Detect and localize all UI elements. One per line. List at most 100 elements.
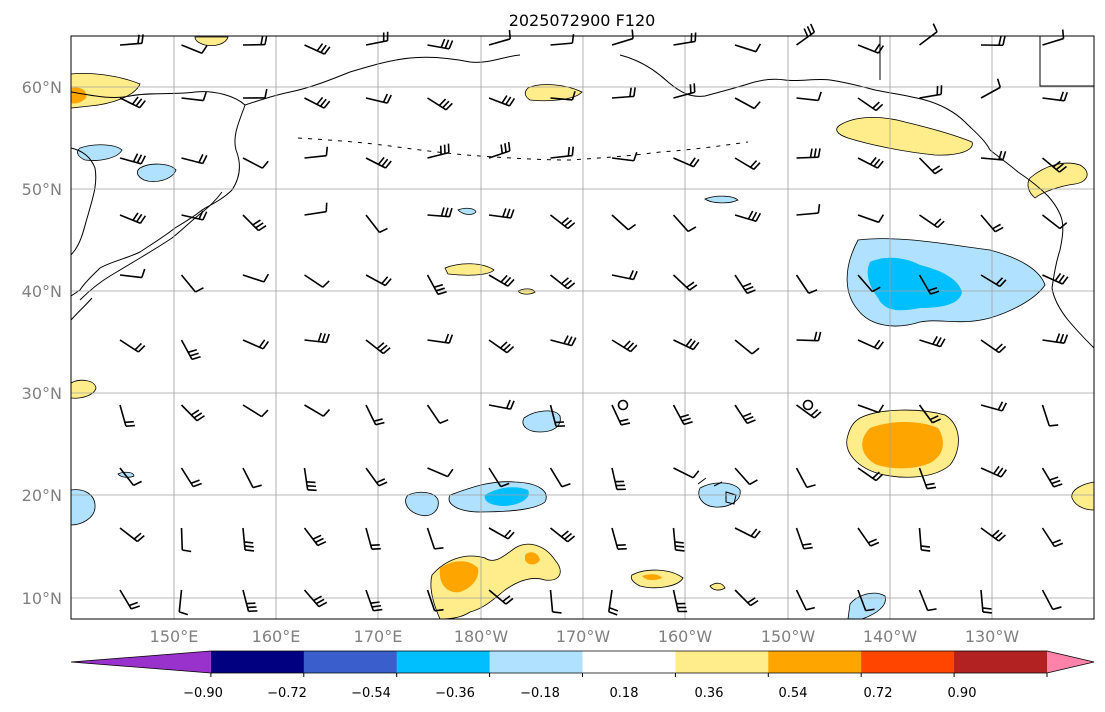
wind-barb-feather <box>316 43 324 52</box>
wind-barb-feather <box>806 484 816 489</box>
wind-barb <box>180 527 184 551</box>
wind-barb-feather <box>932 23 938 33</box>
lon-label-140w: 140°W <box>863 627 918 646</box>
wind-barb-feather <box>201 45 208 54</box>
wind-barb-feather <box>692 470 700 479</box>
lon-label-180w: 180°W <box>454 627 509 646</box>
wind-barb-feather <box>571 146 575 156</box>
wind-barb <box>734 339 753 355</box>
wind-barb-feather <box>325 333 330 343</box>
wind-calm-circle <box>617 399 629 411</box>
wind-barb <box>180 274 197 293</box>
shade-neg-core-hawaii <box>484 487 529 506</box>
wind-barb <box>242 157 263 169</box>
wind-barb-feather <box>315 537 324 544</box>
shade-pos-core-south <box>642 574 662 581</box>
shade-neg-hawaii-w2 <box>405 491 439 517</box>
lat-label-50n: 50°N <box>22 180 62 199</box>
shade-pos-core-kam <box>71 87 87 104</box>
colorbar-tick-label: 0.18 <box>610 686 639 701</box>
wind-barb-feather <box>865 608 875 612</box>
wind-barb <box>304 274 324 288</box>
wind-barb-feather <box>434 547 444 550</box>
wind-barb-feather <box>567 336 573 345</box>
wind-barb-feather <box>263 273 270 283</box>
wind-barb-feather <box>563 335 569 344</box>
wind-barb-feather <box>323 100 331 109</box>
map-frame <box>70 35 1095 620</box>
shade-pos-small-south <box>709 582 726 591</box>
wind-barb-feather <box>439 419 449 424</box>
wind-barb-feather <box>675 545 685 548</box>
wind-barb-feather <box>631 29 634 39</box>
wind-barb <box>242 404 263 418</box>
wind-barb-feather <box>750 528 758 537</box>
wind-barb-feather <box>997 401 1004 411</box>
wind-barb-feather <box>683 421 693 426</box>
wind-barb-feather <box>571 337 577 347</box>
wind-barb-feather <box>998 150 1003 160</box>
wind-barb-feather <box>817 331 822 341</box>
wind-barb-feather <box>998 36 1002 46</box>
wind-barb-feather <box>312 534 322 540</box>
colorbar-extend-low <box>71 651 211 673</box>
wind-barb-feather <box>1053 483 1063 488</box>
wind-barb-feather <box>628 270 634 280</box>
wind-barb-feather <box>934 168 943 175</box>
wind-barb-feather <box>134 342 142 351</box>
coast-chukotka <box>244 54 521 106</box>
coast-bc-wa <box>989 149 1095 349</box>
lat-label-20n: 20°N <box>22 486 62 505</box>
wind-barb-feather <box>567 146 571 157</box>
wind-barb-feather <box>817 91 822 101</box>
wind-barb-feather <box>1052 160 1061 168</box>
wind-barb-feather <box>506 208 511 218</box>
wind-calm-circle <box>802 399 814 411</box>
wind-barb <box>1041 589 1054 610</box>
colorbar-segment <box>861 651 955 673</box>
wind-barb-feather <box>813 411 822 419</box>
wind-barb-feather <box>198 210 204 220</box>
wind-barb-feather <box>382 93 389 103</box>
wind-barb-feather <box>317 332 322 342</box>
wind-barb-feather <box>504 143 507 153</box>
wind-barb-feather <box>202 91 207 101</box>
wind-barb-feather <box>444 333 450 343</box>
wind-barb-feather <box>371 547 381 551</box>
lon-label-170e: 170°E <box>354 627 403 646</box>
wind-barb-feather <box>190 479 200 484</box>
colorbar-tick-label: 0.36 <box>695 686 724 701</box>
wind-barb-feather <box>131 96 139 105</box>
wind-barb-feather <box>995 277 1004 285</box>
wind-barb-feather <box>137 345 146 353</box>
colorbar-segment <box>582 651 676 673</box>
wind-barb-feather <box>877 45 885 54</box>
wind-barb-feather <box>316 96 324 105</box>
wind-barb-feather <box>260 35 264 45</box>
wind-barb-feather <box>315 598 325 605</box>
wind-barb-feather <box>322 409 331 417</box>
wind-barb-feather <box>675 549 685 552</box>
wind-barb <box>919 31 938 46</box>
wind-barb-feather <box>872 101 880 109</box>
wind-barb-feather <box>803 28 809 38</box>
wind-barb-feather <box>561 483 571 488</box>
wind-barb-feather <box>1063 334 1069 344</box>
wind-barb-feather <box>434 608 444 612</box>
wind-barb-feather <box>440 207 445 217</box>
shade-pos-core-tropical <box>439 561 479 593</box>
wind-barb <box>734 97 755 110</box>
wind-barb-feather <box>996 467 1004 476</box>
wind-barb <box>734 467 751 485</box>
wind-barb-feather <box>679 413 689 419</box>
wind-barb-feather <box>136 154 143 164</box>
wind-barb-feather <box>448 334 454 344</box>
wind-barb-feather <box>1058 274 1065 283</box>
wind-barb-feather <box>817 204 821 214</box>
wind-barb <box>673 467 694 479</box>
shade-neg-west-edge <box>70 489 96 526</box>
wind-barb-feather <box>445 102 453 111</box>
wind-barb-feather <box>509 400 515 410</box>
wind-barb-feather <box>1061 29 1065 39</box>
coast-okhotsk-west <box>70 147 97 256</box>
